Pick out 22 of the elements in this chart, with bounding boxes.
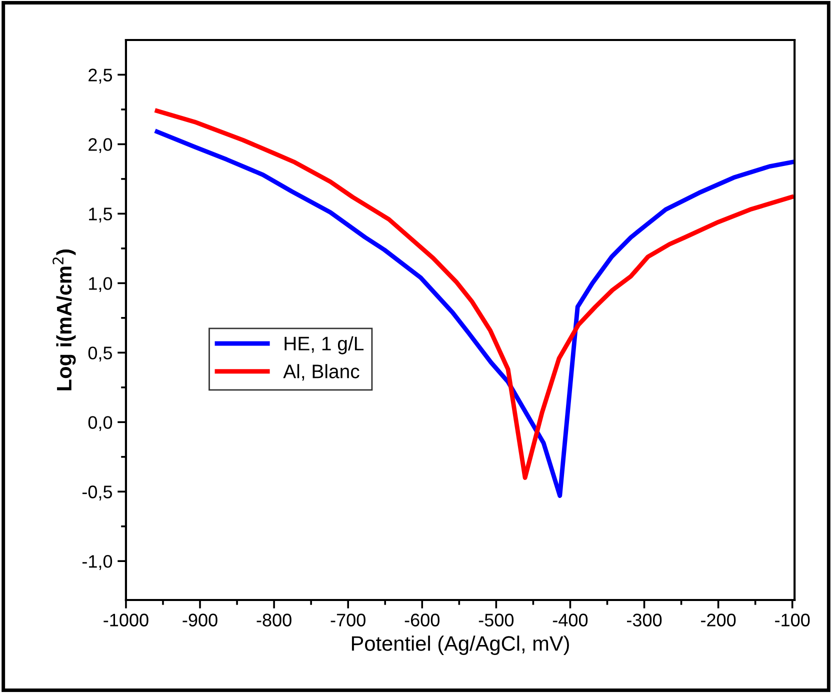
y-tick-label: 1,0 <box>89 277 112 292</box>
y-axis-title: Log i(mA/cm$^{2}$) <box>52 250 76 390</box>
y-tick-label: 0,0 <box>88 416 112 431</box>
y-tick-label: -1,0 <box>82 555 112 570</box>
x-tick-label: -300 <box>626 614 662 626</box>
x-tick-label: -700 <box>330 614 366 626</box>
legend-label: HE, 1 g/L <box>284 336 364 354</box>
y-tick-label: 2,0 <box>88 138 112 154</box>
y-tick-label: 1,5 <box>89 208 112 223</box>
x-tick-label: -200 <box>701 614 736 626</box>
x-tick-label: -400 <box>552 614 588 626</box>
y-tick-label: 2,5 <box>88 68 112 84</box>
legend-label: Al, Blanc <box>283 364 360 381</box>
x-tick-label: -500 <box>478 614 514 626</box>
x-axis-title: Potentiel (Ag/AgCl, mV) <box>352 636 569 655</box>
x-tick-label: -100 <box>775 614 810 626</box>
x-tick-label: -900 <box>182 614 218 626</box>
x-tick-label: -1000 <box>104 614 148 626</box>
y-tick-label: -0,5 <box>82 486 112 500</box>
y-tick-label: 0,5 <box>88 346 112 362</box>
x-tick-label: -800 <box>256 614 292 626</box>
x-tick-label: -600 <box>404 614 440 626</box>
